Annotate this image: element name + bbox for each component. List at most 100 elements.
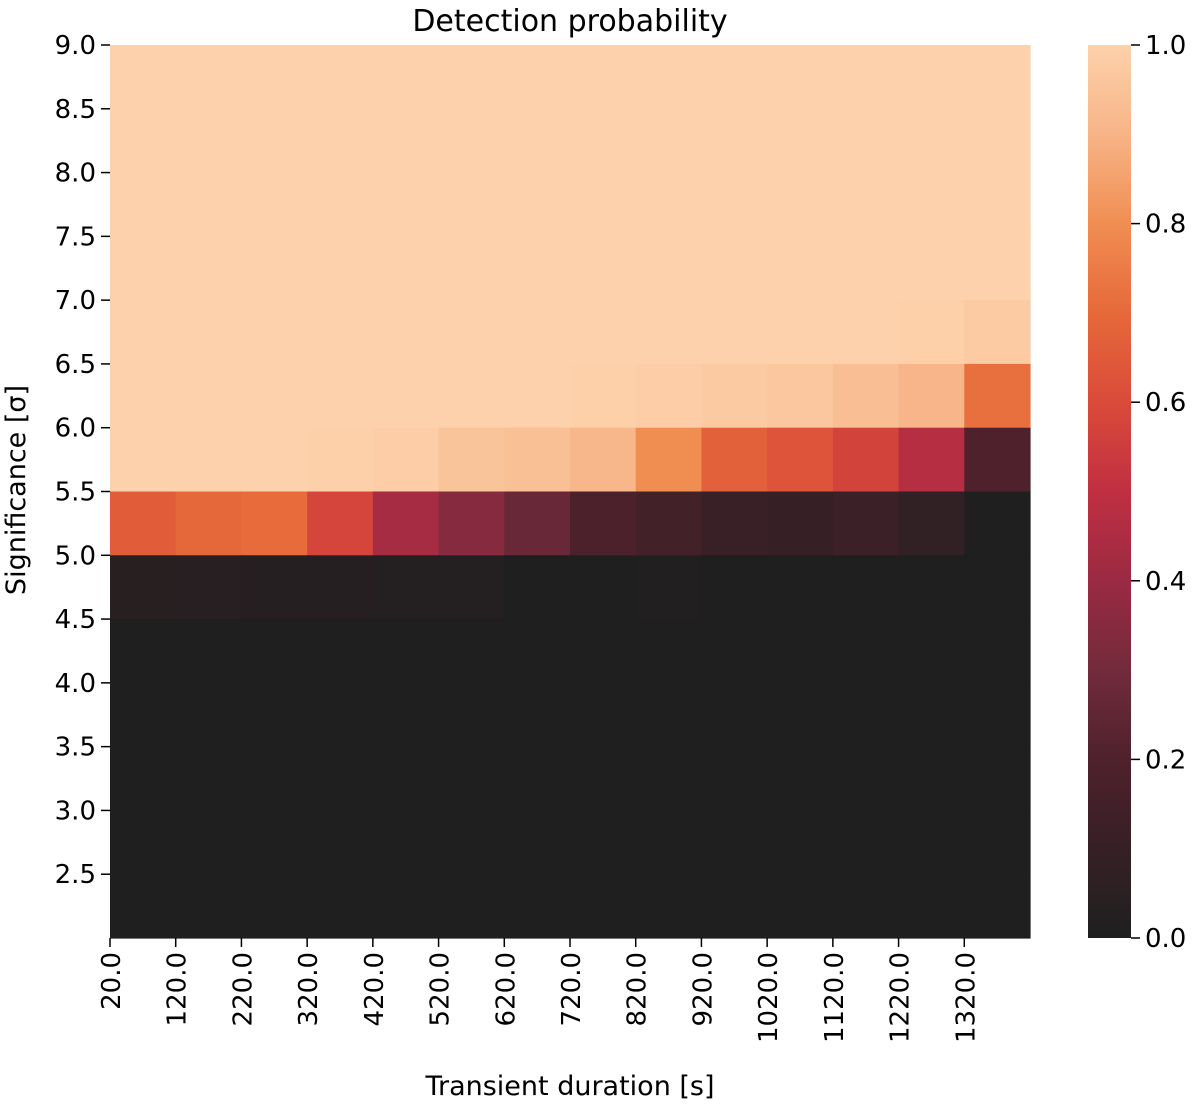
heatmap-cell: [832, 874, 900, 939]
heatmap-cell: [110, 746, 177, 812]
heatmap-cell: [898, 172, 965, 237]
heatmap-cell: [307, 45, 374, 110]
heatmap-cell: [570, 427, 637, 493]
y-tick-label: 5.0: [55, 541, 96, 571]
heatmap-cell: [241, 555, 308, 620]
heatmap-cell: [110, 810, 177, 875]
x-tick-label: 920.0: [688, 952, 718, 1026]
heatmap-cell: [701, 172, 768, 237]
heatmap-cell: [175, 300, 243, 365]
heatmap-cell: [701, 300, 768, 365]
heatmap-cell: [635, 45, 703, 110]
x-tick-label: 720.0: [557, 952, 587, 1026]
y-tick-label: 5.5: [55, 478, 96, 508]
heatmap-cell: [504, 874, 571, 939]
heatmap-cell: [504, 491, 571, 556]
heatmap-cell: [438, 172, 505, 237]
heatmap-cell: [438, 300, 505, 365]
heatmap-cell: [372, 108, 440, 174]
heatmap-cell: [504, 108, 571, 174]
y-tick-label: 4.0: [55, 669, 96, 699]
heatmap-cell: [635, 491, 703, 556]
heatmap-cell: [964, 427, 1031, 493]
heatmap-cell: [372, 45, 440, 110]
heatmap-cell: [241, 172, 308, 237]
heatmap-cell: [570, 682, 637, 748]
heatmap-cell: [504, 810, 571, 875]
heatmap-cell: [504, 363, 571, 429]
heatmap-cell: [110, 108, 177, 174]
heatmap-cell: [307, 874, 374, 939]
heatmap-cell: [964, 45, 1031, 110]
heatmap-cell: [110, 300, 177, 365]
heatmap-cell: [570, 555, 637, 620]
heatmap-cell: [898, 555, 965, 620]
heatmap-cell: [570, 363, 637, 429]
heatmap-cell: [570, 746, 637, 812]
heatmap-cell: [701, 363, 768, 429]
heatmap-cell: [964, 491, 1031, 556]
colorbar: [1088, 45, 1131, 938]
heatmap-cell: [767, 555, 834, 620]
heatmap-cell: [372, 236, 440, 301]
heatmap-cell: [767, 682, 834, 748]
heatmap-cell: [175, 236, 243, 301]
heatmap-cell: [701, 810, 768, 875]
heatmap-cell: [898, 810, 965, 875]
heatmap-cell: [701, 682, 768, 748]
heatmap-cell: [372, 619, 440, 684]
heatmap-cell: [964, 619, 1031, 684]
y-tick-label: 7.5: [55, 222, 96, 252]
heatmap-cell: [898, 363, 965, 429]
heatmap-cell: [110, 491, 177, 556]
heatmap-cell: [570, 172, 637, 237]
heatmap-cell: [372, 363, 440, 429]
heatmap-cell: [504, 555, 571, 620]
heatmap-cell: [438, 108, 505, 174]
heatmap-cell: [504, 236, 571, 301]
heatmap-cell: [110, 619, 177, 684]
heatmap-cell: [438, 619, 505, 684]
heatmap-cell: [241, 363, 308, 429]
heatmap-cell: [964, 810, 1031, 875]
heatmap-cell: [635, 746, 703, 812]
heatmap-cell: [307, 300, 374, 365]
x-tick-label: 120.0: [163, 952, 193, 1026]
heatmap-cell: [372, 682, 440, 748]
heatmap-cell: [701, 619, 768, 684]
heatmap-cell: [701, 108, 768, 174]
chart-title: Detection probability: [412, 4, 727, 39]
heatmap-cell: [832, 491, 900, 556]
y-tick-label: 6.5: [55, 350, 96, 380]
x-tick-label: 1220.0: [886, 952, 916, 1043]
heatmap-cell: [438, 363, 505, 429]
heatmap-cell: [372, 810, 440, 875]
y-tick-label: 3.0: [55, 796, 96, 826]
heatmap-cell: [767, 45, 834, 110]
heatmap-cell: [570, 810, 637, 875]
heatmap-cell: [110, 555, 177, 620]
heatmap-cell: [964, 746, 1031, 812]
heatmap-cell: [635, 363, 703, 429]
heatmap-cell: [504, 172, 571, 237]
heatmap-cell: [372, 300, 440, 365]
heatmap-cell: [504, 619, 571, 684]
heatmap-cell: [635, 555, 703, 620]
heatmap-cell: [832, 555, 900, 620]
y-tick-label: 2.5: [55, 860, 96, 890]
heatmap-cell: [635, 300, 703, 365]
heatmap-cells: [110, 45, 1031, 939]
heatmap-cell: [307, 363, 374, 429]
heatmap-cell: [767, 746, 834, 812]
heatmap-cell: [438, 236, 505, 301]
heatmap-cell: [175, 172, 243, 237]
heatmap-cell: [635, 172, 703, 237]
heatmap-cell: [438, 746, 505, 812]
heatmap-cell: [964, 363, 1031, 429]
heatmap-cell: [964, 172, 1031, 237]
heatmap-cell: [767, 300, 834, 365]
heatmap-cell: [438, 874, 505, 939]
heatmap-cell: [504, 427, 571, 493]
x-tick-label: 1120.0: [820, 952, 850, 1043]
